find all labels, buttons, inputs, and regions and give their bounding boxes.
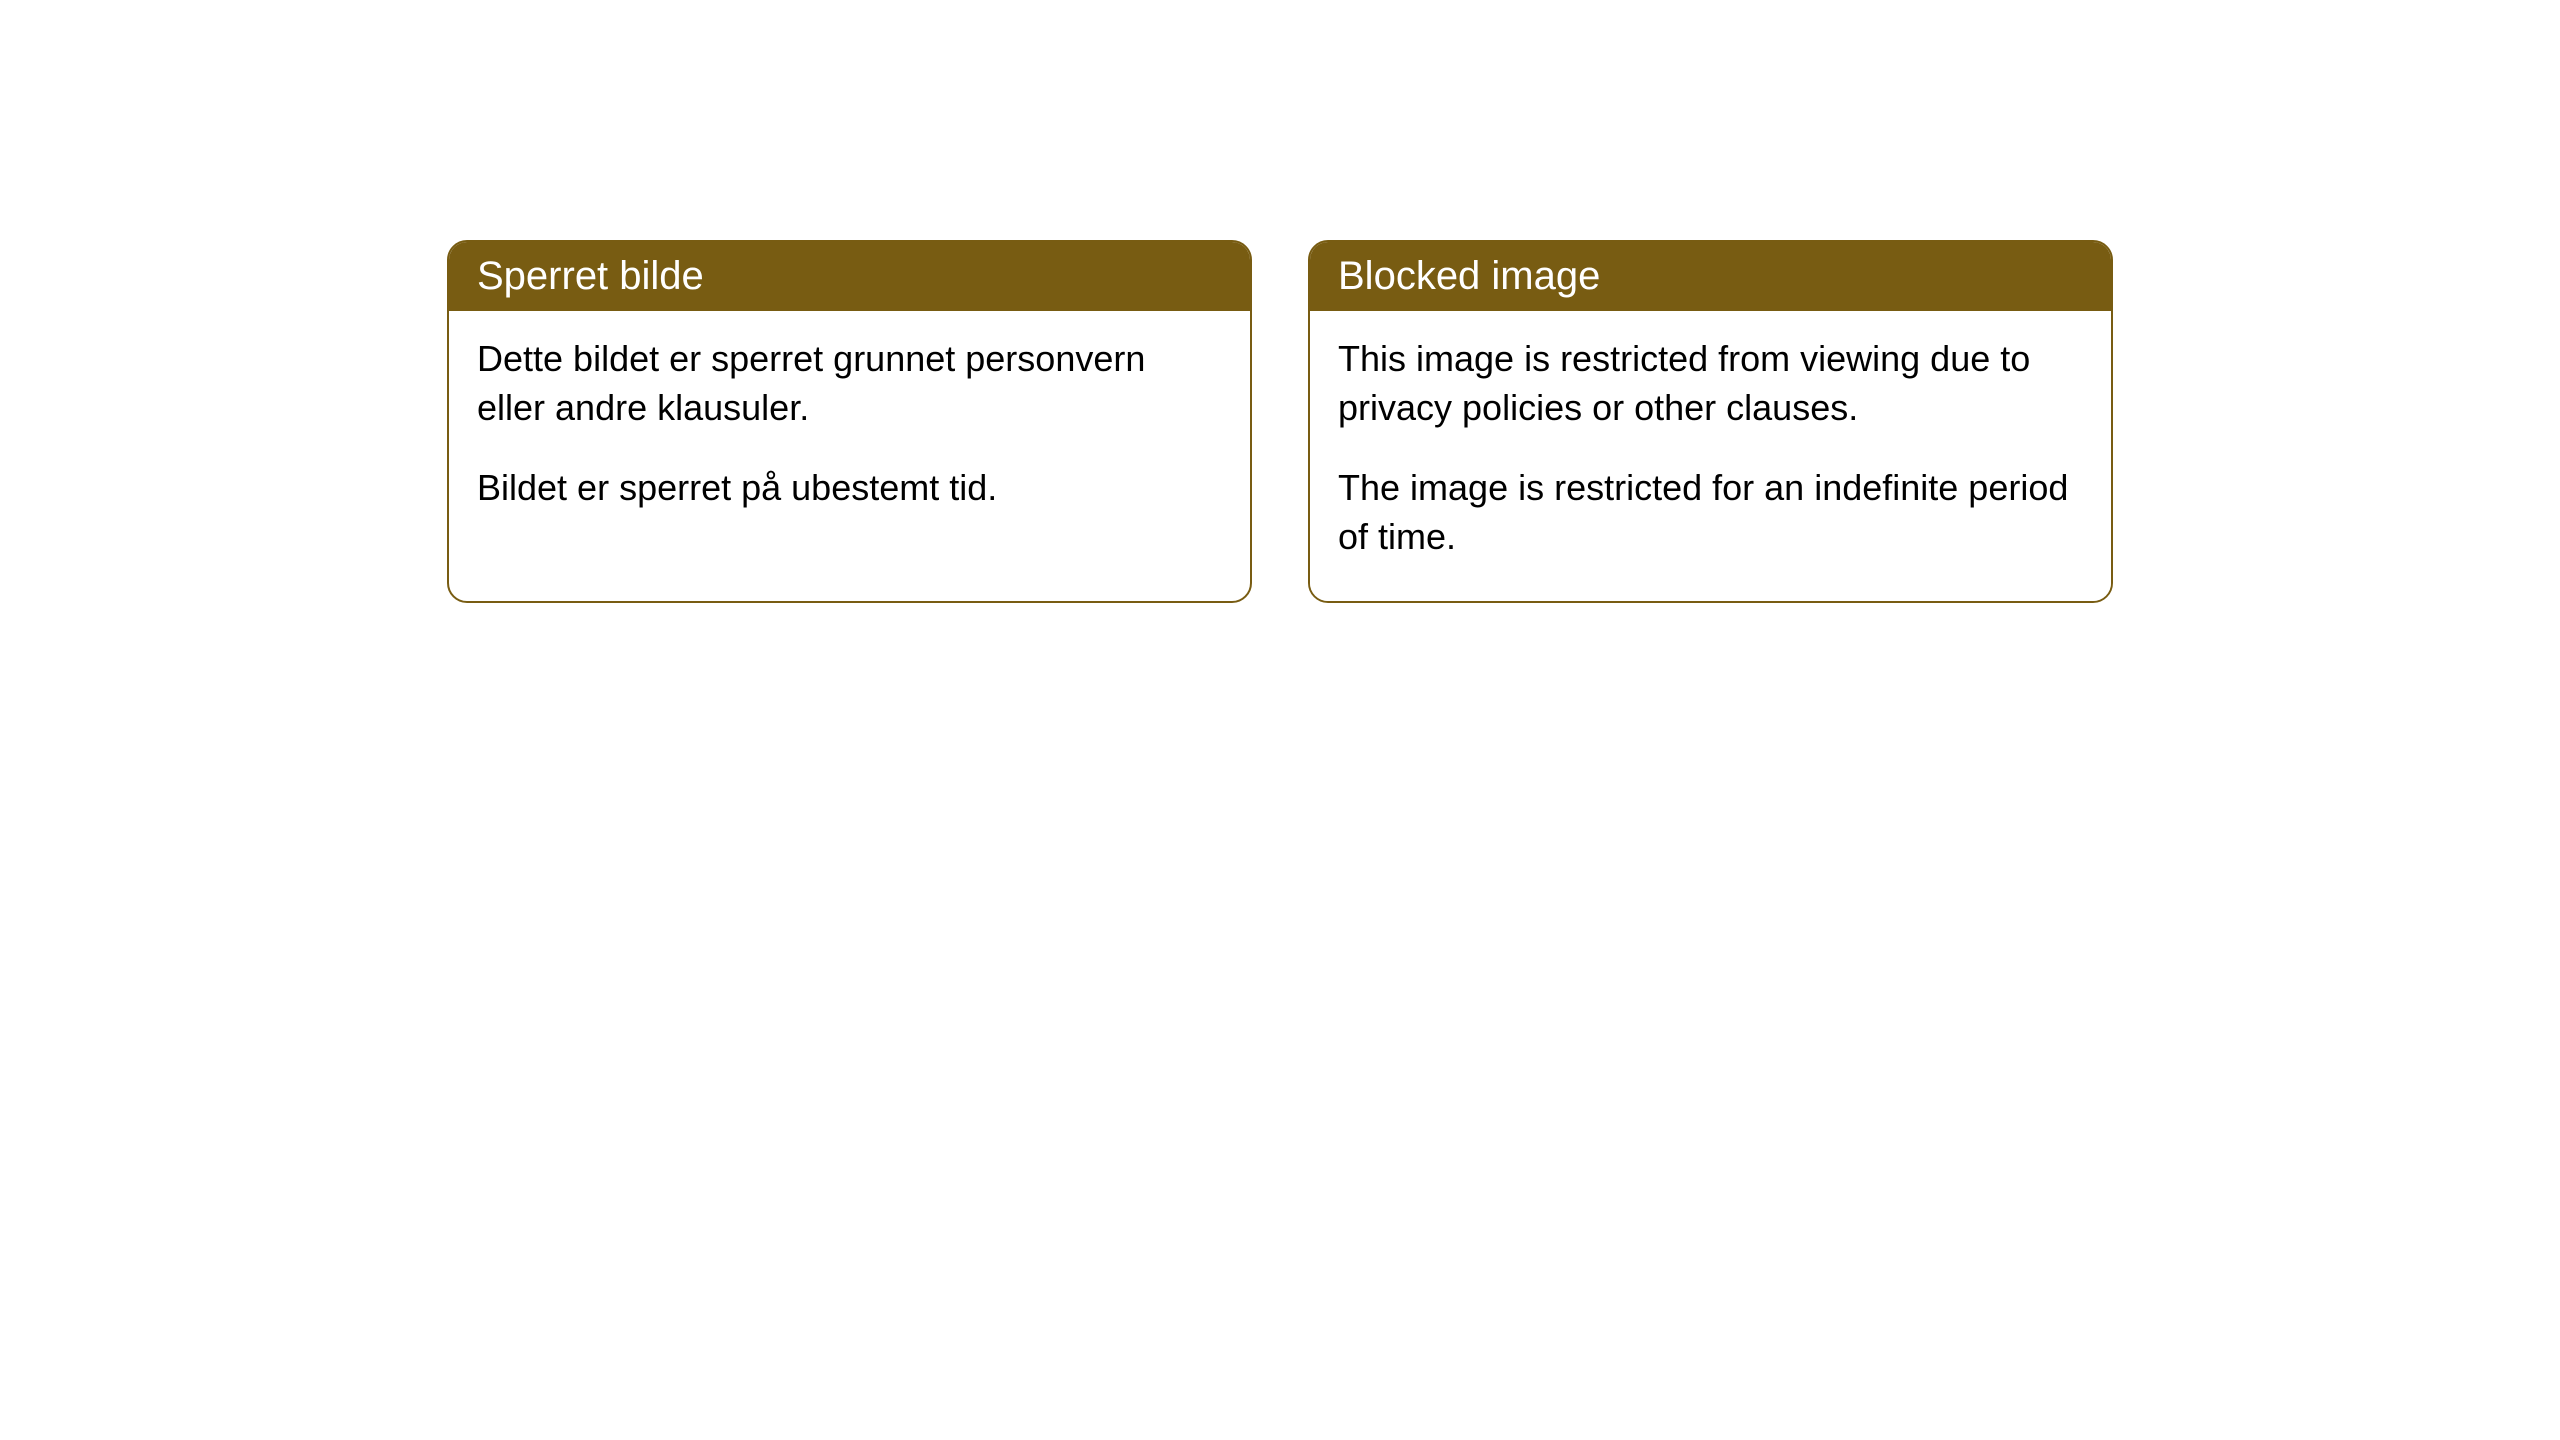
card-title-english: Blocked image <box>1338 254 1600 298</box>
card-text-2-norwegian: Bildet er sperret på ubestemt tid. <box>477 464 1222 513</box>
notice-cards-container: Sperret bilde Dette bildet er sperret gr… <box>447 240 2113 603</box>
card-title-norwegian: Sperret bilde <box>477 254 704 298</box>
card-header-english: Blocked image <box>1310 242 2111 311</box>
card-text-2-english: The image is restricted for an indefinit… <box>1338 464 2083 561</box>
card-text-1-norwegian: Dette bildet er sperret grunnet personve… <box>477 335 1222 432</box>
card-text-1-english: This image is restricted from viewing du… <box>1338 335 2083 432</box>
card-body-norwegian: Dette bildet er sperret grunnet personve… <box>449 311 1250 553</box>
card-header-norwegian: Sperret bilde <box>449 242 1250 311</box>
card-body-english: This image is restricted from viewing du… <box>1310 311 2111 601</box>
blocked-image-card-norwegian: Sperret bilde Dette bildet er sperret gr… <box>447 240 1252 603</box>
blocked-image-card-english: Blocked image This image is restricted f… <box>1308 240 2113 603</box>
